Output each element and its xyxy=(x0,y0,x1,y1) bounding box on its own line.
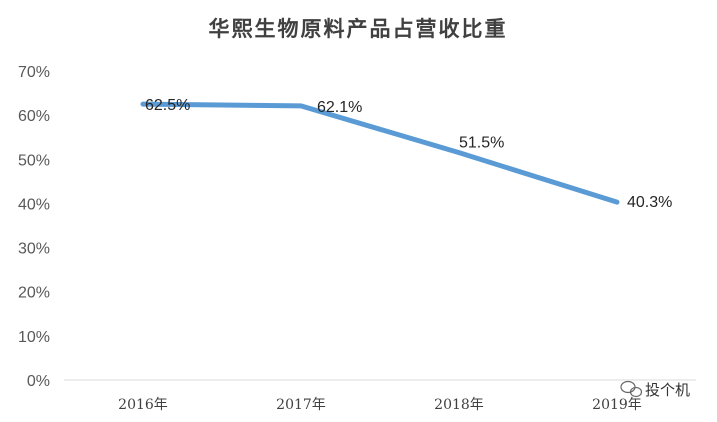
y-tick-label: 60% xyxy=(18,108,50,125)
data-label: 51.5% xyxy=(459,135,504,152)
x-tick-label: 2017年 xyxy=(276,397,326,413)
data-label: 62.5% xyxy=(145,97,190,114)
x-tick-label: 2019年 xyxy=(592,397,642,413)
y-axis: 0% 10% 20% 30% 40% 50% 60% 70% xyxy=(18,64,50,390)
series-line xyxy=(140,101,620,205)
watermark: 投个机 xyxy=(620,380,690,399)
data-labels: 62.5% 62.1% 51.5% 40.3% xyxy=(145,97,672,211)
y-tick-label: 10% xyxy=(18,329,50,346)
x-axis: 2016年 2017年 2018年 2019年 xyxy=(118,397,642,413)
watermark-text: 投个机 xyxy=(645,381,690,399)
data-label: 62.1% xyxy=(317,99,362,116)
chart-title: 华熙生物原料产品占营收比重 xyxy=(209,16,508,41)
y-tick-label: 40% xyxy=(18,196,50,213)
y-tick-label: 50% xyxy=(18,152,50,169)
y-tick-label: 70% xyxy=(18,64,50,81)
x-tick-label: 2016年 xyxy=(118,397,168,413)
series-layer xyxy=(140,101,620,205)
data-label: 40.3% xyxy=(627,194,672,211)
x-tick-label: 2018年 xyxy=(434,397,484,413)
wechat-icon xyxy=(620,380,643,398)
y-tick-label: 0% xyxy=(27,373,50,390)
y-tick-label: 30% xyxy=(18,241,50,258)
y-tick-label: 20% xyxy=(18,285,50,302)
